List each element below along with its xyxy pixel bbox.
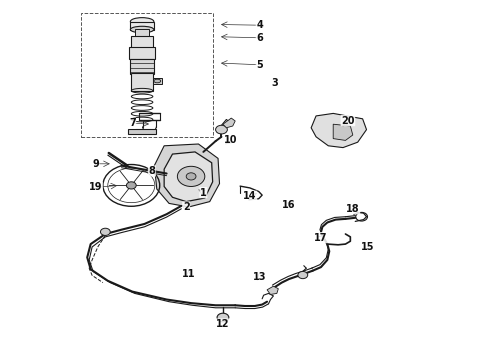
Text: 1: 1 bbox=[200, 188, 207, 198]
Text: 19: 19 bbox=[89, 182, 102, 192]
Bar bbox=[131, 73, 153, 91]
Text: 10: 10 bbox=[223, 135, 237, 145]
Text: 13: 13 bbox=[253, 272, 267, 282]
Bar bbox=[128, 129, 156, 134]
Text: 8: 8 bbox=[148, 166, 155, 176]
Circle shape bbox=[217, 313, 229, 322]
Polygon shape bbox=[164, 152, 213, 202]
Bar bbox=[81, 13, 213, 137]
Bar bbox=[131, 36, 153, 48]
Text: 5: 5 bbox=[256, 60, 263, 70]
Text: 6: 6 bbox=[256, 33, 263, 43]
Ellipse shape bbox=[130, 18, 154, 26]
Ellipse shape bbox=[130, 26, 154, 33]
Bar bbox=[129, 47, 155, 59]
Circle shape bbox=[100, 228, 110, 235]
Text: 3: 3 bbox=[271, 78, 278, 88]
Circle shape bbox=[177, 166, 205, 186]
Bar bbox=[153, 78, 162, 84]
Text: 16: 16 bbox=[282, 200, 296, 210]
Text: 18: 18 bbox=[346, 204, 360, 214]
Bar bbox=[135, 29, 149, 36]
Polygon shape bbox=[333, 124, 353, 140]
Text: 20: 20 bbox=[341, 116, 355, 126]
Text: 17: 17 bbox=[314, 233, 328, 243]
Polygon shape bbox=[223, 118, 235, 128]
Text: 7: 7 bbox=[129, 118, 136, 128]
Bar bbox=[130, 59, 154, 74]
Text: 11: 11 bbox=[182, 269, 196, 279]
Text: 2: 2 bbox=[183, 202, 190, 212]
Text: 15: 15 bbox=[361, 242, 374, 252]
Text: 12: 12 bbox=[216, 319, 230, 329]
Bar bbox=[130, 22, 154, 30]
Circle shape bbox=[298, 271, 308, 279]
Polygon shape bbox=[154, 144, 220, 207]
Text: 9: 9 bbox=[92, 159, 99, 169]
Circle shape bbox=[126, 182, 136, 189]
Circle shape bbox=[186, 173, 196, 180]
Ellipse shape bbox=[154, 79, 161, 83]
Text: 14: 14 bbox=[243, 191, 257, 201]
Polygon shape bbox=[267, 286, 278, 294]
Circle shape bbox=[216, 125, 227, 134]
Polygon shape bbox=[311, 113, 367, 148]
Text: 4: 4 bbox=[256, 20, 263, 30]
